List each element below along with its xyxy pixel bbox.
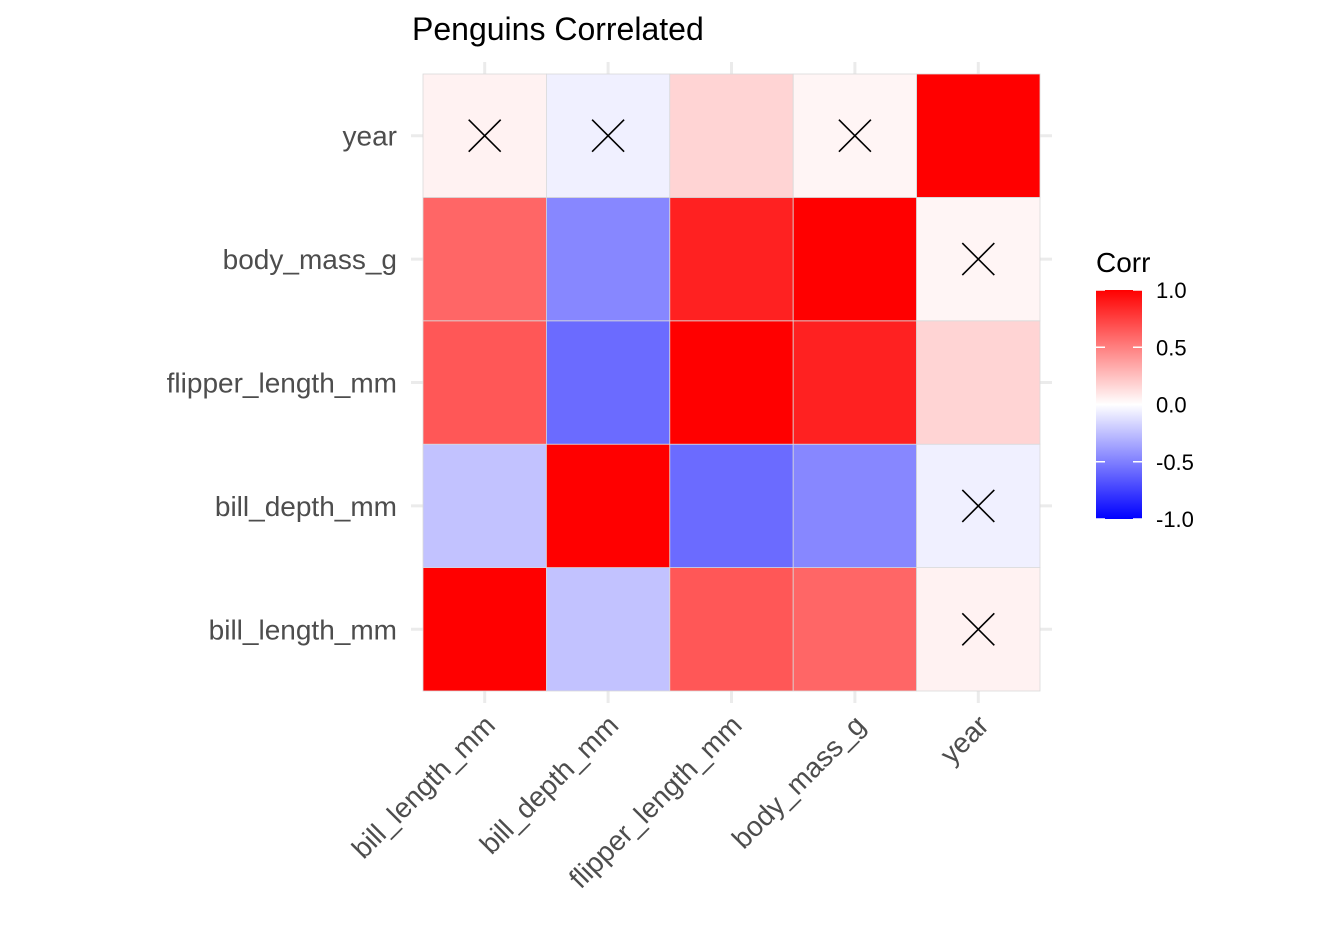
legend-ticks: 1.0 0.5 0.0 -0.5 -1.0 (1096, 278, 1194, 532)
heatmap-tile (546, 443, 671, 569)
heatmap-tile (669, 320, 794, 445)
heatmap-tile (792, 443, 918, 569)
heatmap-tile (422, 320, 547, 445)
heatmap-tiles (422, 73, 1041, 692)
y-axis-tick-labels: bill_length_mm bill_depth_mm flipper_lengt… (167, 121, 397, 646)
heatmap-tile (546, 196, 671, 322)
heatmap-tile (422, 567, 547, 692)
heatmap-tile (546, 320, 671, 445)
x-tick-label: body_mass_g (726, 709, 871, 854)
x-tick-label: year (934, 709, 994, 769)
heatmap-tile (669, 196, 794, 322)
legend: Corr 1.0 0.5 0.0 -0.5 -1.0 (1096, 247, 1194, 532)
y-tick-label: year (343, 121, 397, 152)
legend-tick-label: 1.0 (1156, 278, 1187, 303)
heatmap-tile (422, 196, 547, 322)
legend-title: Corr (1096, 247, 1150, 278)
insignificant-cross-icon (591, 119, 625, 153)
legend-tick-label: 0.5 (1156, 335, 1187, 360)
heatmap-tile (669, 567, 794, 692)
heatmap-tile (792, 320, 918, 445)
y-tick-label: flipper_length_mm (167, 368, 397, 399)
insignificance-marks (468, 119, 995, 646)
heatmap-tile (669, 73, 794, 198)
heatmap-tile (546, 567, 671, 692)
insignificant-cross-icon (961, 612, 995, 646)
heatmap-tile (422, 443, 547, 569)
y-tick-label: bill_length_mm (209, 614, 397, 645)
heatmap-tile (669, 443, 794, 569)
y-tick-label: body_mass_g (223, 244, 397, 275)
insignificant-cross-icon (961, 242, 995, 276)
heatmap-tile (916, 73, 1041, 198)
legend-tick-label: -1.0 (1156, 507, 1194, 532)
chart-title: Penguins Correlated (412, 11, 704, 47)
legend-tick-label: 0.0 (1156, 393, 1187, 418)
insignificant-cross-icon (838, 119, 872, 153)
y-tick-label: bill_depth_mm (215, 491, 397, 522)
x-axis-tick-labels: bill_length_mmbill_depth_mmflipper_lengt… (346, 709, 995, 894)
insignificant-cross-icon (961, 489, 995, 523)
legend-tick-label: -0.5 (1156, 450, 1194, 475)
heatmap-tile (792, 196, 918, 322)
heatmap-tile (916, 320, 1041, 445)
insignificant-cross-icon (468, 119, 502, 153)
heatmap-tile (792, 567, 918, 692)
